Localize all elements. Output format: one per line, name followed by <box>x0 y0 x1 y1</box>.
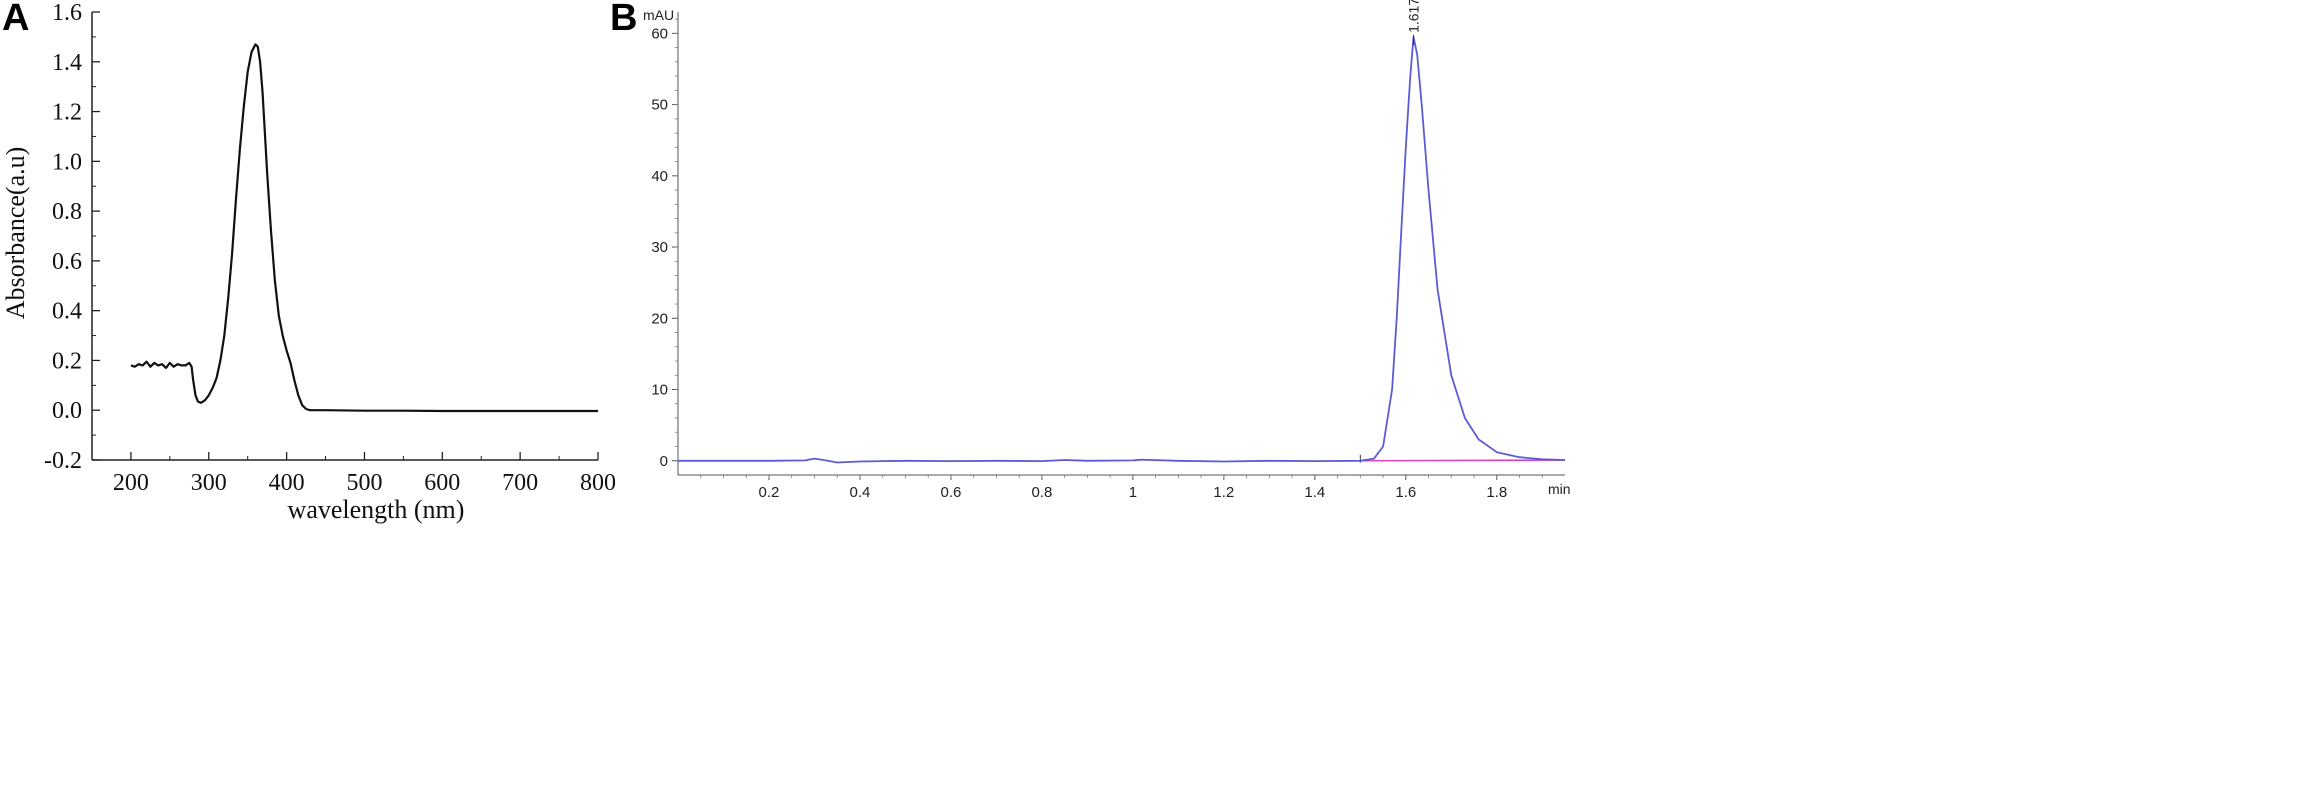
panel-b-chromatogram-chart: B mAU min 0 10 20 30 40 50 60 0.2 0.4 0.6 0.8 1 1.2 1… <box>610 0 1571 501</box>
panel-a-x-tick-label: 300 <box>191 470 227 496</box>
panel-a-y-tick-label: 1.4 <box>52 50 82 76</box>
panel-b-y-tick-label: 40 <box>651 168 668 185</box>
panel-a-y-axis-title: Absorbance(a.u) <box>1 147 30 320</box>
panel-b-y-unit: mAU <box>643 7 674 23</box>
panel-a-y-tick-label: 0.2 <box>52 348 82 374</box>
panel-a-spectrum-chart: A -0.2 0.0 0.2 0.4 0.6 0.8 1.0 1.2 1.4 1.6 200 300 4… <box>1 0 616 524</box>
panel-b-integration-baseline <box>1360 459 1566 462</box>
panel-b-x-unit: min <box>1548 481 1571 497</box>
panel-a-plot-area <box>130 43 598 413</box>
panel-b-peak-label: 1.617 <box>1406 0 1422 33</box>
panel-b-y-tick-label: 0 <box>660 453 668 470</box>
panel-a-y-tick-label: 1.6 <box>52 0 82 26</box>
panel-b-axes <box>677 12 1565 476</box>
panel-b-chromatogram-line <box>678 36 1566 464</box>
panel-a-x-tick-label: 400 <box>269 470 305 496</box>
panel-b-x-tick-label: 1.8 <box>1486 484 1507 501</box>
panel-a-x-axis-title: wavelength (nm) <box>288 495 465 524</box>
panel-a-axes <box>91 12 598 461</box>
panel-a-y-tick-label: 0.8 <box>52 199 82 225</box>
panel-b-x-tick-label: 1.4 <box>1304 484 1325 501</box>
panel-a-x-tick-label: 500 <box>346 470 382 496</box>
panel-b-ticks: 0 10 20 30 40 50 60 0.2 0.4 0.6 0.8 1 1.2 1.4 1.6 1.8 <box>651 18 1543 501</box>
panel-a-absorbance-line <box>130 43 598 413</box>
panel-a-x-tick-label: 600 <box>424 470 460 496</box>
panel-a-y-tick-label: 0.6 <box>52 249 82 275</box>
panel-b-y-tick-label: 60 <box>651 25 668 42</box>
panel-b-peak-annotation: 1.617 <box>1406 0 1422 45</box>
panel-b-y-tick-label: 10 <box>651 382 668 399</box>
panel-a-y-tick-label: 1.0 <box>52 149 82 175</box>
panel-b-x-tick-label: 0.4 <box>850 484 871 501</box>
panel-b-y-tick-label: 30 <box>651 239 668 256</box>
panel-b-y-tick-label: 50 <box>651 97 668 114</box>
panel-b-x-tick-label: 1.6 <box>1395 484 1416 501</box>
panel-b-x-tick-label: 0.2 <box>759 484 780 501</box>
panel-a-x-tick-label: 700 <box>502 470 538 496</box>
panel-a-x-tick-label: 200 <box>113 470 149 496</box>
panel-b-label: B <box>610 0 637 39</box>
panel-a-y-tick-label: 1.2 <box>52 100 82 126</box>
panel-a-y-tick-label: -0.2 <box>44 448 82 474</box>
panel-b-x-tick-label: 1 <box>1129 484 1137 501</box>
panel-b-x-tick-label: 1.2 <box>1213 484 1234 501</box>
panel-a-label: A <box>2 0 29 39</box>
panel-a-x-tick-label: 800 <box>580 470 616 496</box>
panel-b-plot-area <box>678 36 1566 464</box>
panel-a-y-tick-label: 0.4 <box>52 299 82 325</box>
panel-b-x-tick-label: 0.6 <box>940 484 961 501</box>
panel-b-y-tick-label: 20 <box>651 310 668 327</box>
panel-a-ticks: -0.2 0.0 0.2 0.4 0.6 0.8 1.0 1.2 1.4 1.6 200 300 400… <box>44 0 616 496</box>
panel-a-y-tick-label: 0.0 <box>52 398 82 424</box>
panel-b-x-tick-label: 0.8 <box>1031 484 1052 501</box>
